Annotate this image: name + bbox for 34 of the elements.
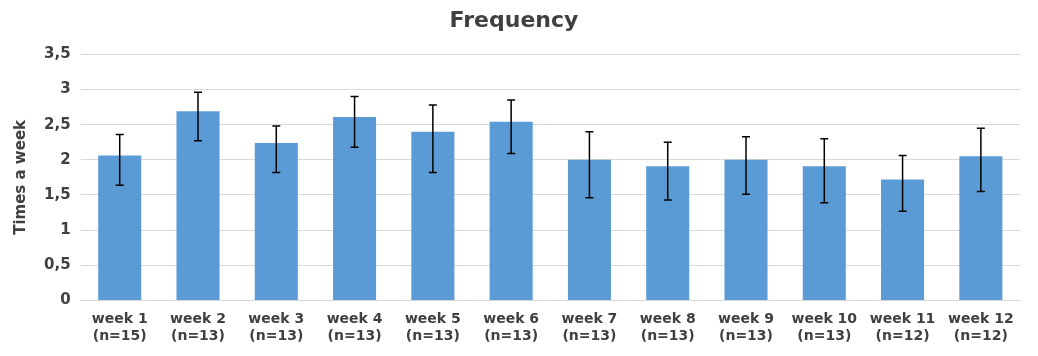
x-tick-label: week 7 (n=13) bbox=[561, 310, 618, 344]
y-tick-label: 2 bbox=[60, 149, 71, 168]
x-tick-label: week 3 (n=13) bbox=[248, 310, 305, 344]
bar bbox=[959, 156, 1003, 300]
x-tick-label: week 12 (n=12) bbox=[948, 310, 1014, 344]
y-tick-label: 1,5 bbox=[43, 184, 71, 203]
chart-title: Frequency bbox=[449, 6, 579, 32]
y-tick-label: 0,5 bbox=[43, 255, 71, 274]
bar bbox=[254, 142, 298, 300]
bar bbox=[724, 159, 768, 300]
bar bbox=[802, 166, 846, 300]
x-tick-label: week 9 (n=13) bbox=[718, 310, 774, 344]
x-tick-label: week 11 (n=12) bbox=[869, 310, 936, 344]
y-tick-label: 3,5 bbox=[43, 44, 71, 63]
y-tick-label: 0 bbox=[60, 290, 71, 309]
y-tick-label: 1 bbox=[60, 220, 71, 238]
x-tick-label: week 6 (n=13) bbox=[483, 310, 540, 344]
bar bbox=[176, 111, 220, 300]
x-tick-label: week 1 (n=15) bbox=[91, 310, 148, 344]
x-tick-label: week 4 (n=13) bbox=[326, 310, 383, 344]
bar bbox=[98, 155, 142, 300]
bar bbox=[411, 131, 455, 300]
bar bbox=[567, 159, 611, 300]
bar bbox=[489, 121, 533, 300]
bar bbox=[881, 179, 925, 300]
x-tick-label: week 10 (n=13) bbox=[791, 310, 858, 344]
x-tick-label: week 2 (n=13) bbox=[170, 310, 226, 344]
x-tick-label: week 5 (n=13) bbox=[404, 310, 461, 344]
bar bbox=[646, 166, 690, 300]
y-axis-title: Times a week bbox=[10, 118, 29, 235]
bar bbox=[333, 116, 377, 300]
x-tick-label: week 8 (n=13) bbox=[639, 310, 696, 344]
y-tick-label: 3 bbox=[60, 79, 71, 98]
y-tick-label: 2,5 bbox=[43, 114, 71, 133]
